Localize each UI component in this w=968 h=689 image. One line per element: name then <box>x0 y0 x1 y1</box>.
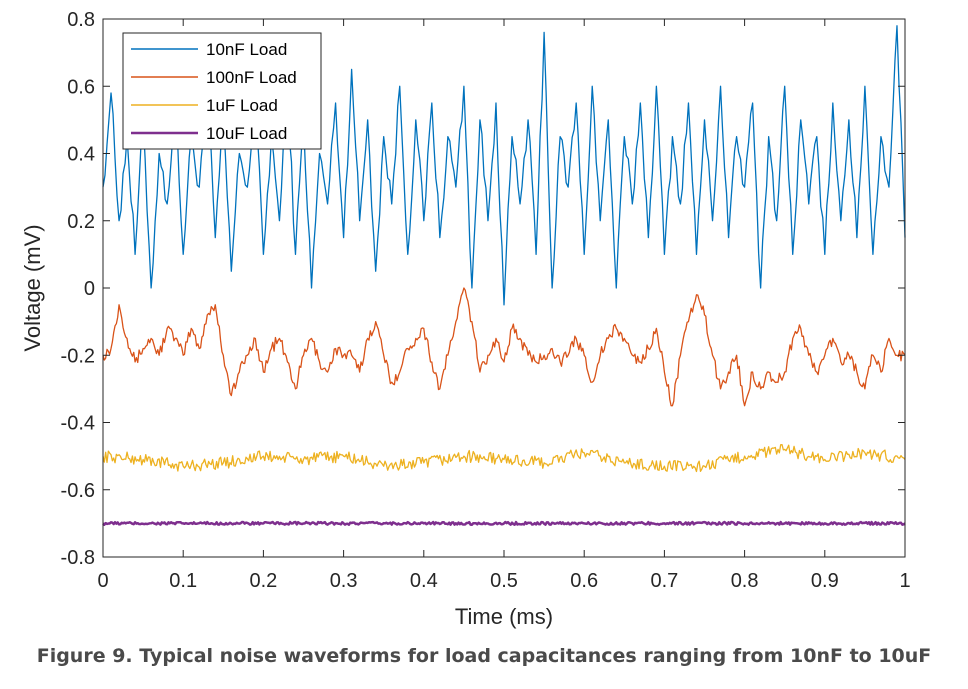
x-tick-label: 0.6 <box>570 570 598 592</box>
legend-label: 1uF Load <box>206 96 278 115</box>
y-tick-label: -0.2 <box>61 345 95 367</box>
legend-box <box>122 32 322 150</box>
plot-area <box>102 25 906 526</box>
x-axis-title: Time (ms) <box>455 604 553 629</box>
legend: 10nF Load 100nF Load 1uF Load 10uF Load <box>122 32 322 150</box>
y-tick-label: 0.4 <box>67 144 95 166</box>
y-tick-label: -0.6 <box>61 480 95 502</box>
line-chart: 0 0.1 0.2 0.3 0.4 0.5 0.6 0.7 0.8 0.9 1 0.8 0.6 0.4 0.… <box>20 9 911 629</box>
x-tick-label: 0.7 <box>650 570 678 592</box>
y-tick-label: -0.4 <box>61 413 95 435</box>
legend-label: 10uF Load <box>206 124 287 143</box>
x-tick-label: 0.3 <box>330 570 358 592</box>
y-tick-label: 0.6 <box>67 76 95 98</box>
x-tick-label: 0.2 <box>249 570 277 592</box>
y-tick-label: 0.2 <box>67 211 95 233</box>
axes: 0 0.1 0.2 0.3 0.4 0.5 0.6 0.7 0.8 0.9 1 0.8 0.6 0.4 0.… <box>61 9 911 592</box>
series-line-10uf-load <box>102 520 906 526</box>
x-tick-label: 1 <box>899 570 910 592</box>
x-tick-label: 0.1 <box>169 570 197 592</box>
y-tick-label: -0.8 <box>61 547 95 569</box>
legend-label: 100nF Load <box>206 68 297 87</box>
legend-label: 10nF Load <box>206 40 287 59</box>
y-tick-label: 0.8 <box>67 9 95 31</box>
y-axis-title: Voltage (mV) <box>20 224 45 351</box>
series-line-100nf-load <box>102 287 906 407</box>
x-tick-label: 0.4 <box>410 570 438 592</box>
x-tick-label: 0.9 <box>811 570 839 592</box>
x-tick-label: 0 <box>97 570 108 592</box>
series-line-10nf-load <box>102 25 906 306</box>
x-tick-label: 0.8 <box>731 570 759 592</box>
series-line-1uf-load <box>102 443 906 473</box>
y-tick-label: 0 <box>84 278 95 300</box>
figure-caption: Figure 9. Typical noise waveforms for lo… <box>36 645 932 667</box>
x-tick-label: 0.5 <box>490 570 518 592</box>
